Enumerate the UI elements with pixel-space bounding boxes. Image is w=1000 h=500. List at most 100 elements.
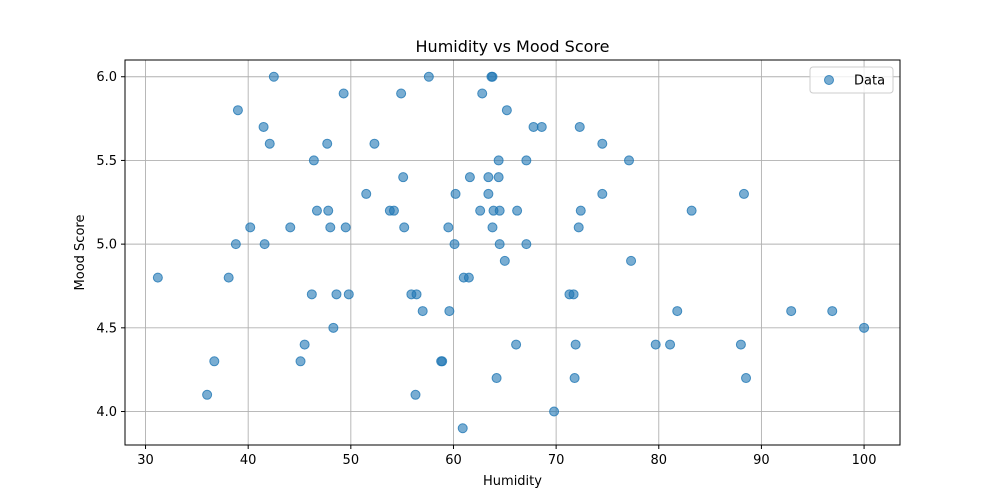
data-point (464, 172, 475, 183)
data-point (423, 71, 434, 82)
data-point (494, 239, 505, 250)
x-tick-label: 30 (137, 453, 154, 468)
data-point (575, 205, 586, 216)
data-point (487, 222, 498, 233)
x-tick-label: 80 (651, 453, 668, 468)
data-point (230, 239, 241, 250)
x-tick-label: 100 (852, 453, 877, 468)
axis-ticks: 30 40 50 60 70 80 90 100 4.0 4.5 5.0 5.5 6.0 (96, 70, 876, 468)
data-point (202, 389, 213, 400)
data-point (569, 373, 580, 384)
data-point (322, 138, 333, 149)
data-point (398, 172, 409, 183)
data-point (259, 239, 270, 250)
data-point (483, 188, 494, 199)
data-point (483, 172, 494, 183)
data-point (521, 239, 532, 250)
data-point (626, 255, 637, 266)
data-point (443, 222, 454, 233)
data-point (411, 289, 422, 300)
data-point (493, 172, 504, 183)
data-point (325, 222, 336, 233)
data-point (299, 339, 310, 350)
data-point (232, 105, 243, 116)
data-point (343, 289, 354, 300)
data-point (528, 121, 539, 132)
data-point (323, 205, 334, 216)
data-point (487, 71, 498, 82)
data-point (741, 373, 752, 384)
x-tick-label: 50 (343, 453, 360, 468)
data-point (264, 138, 275, 149)
data-point (570, 339, 581, 350)
data-point (417, 306, 428, 317)
y-tick-label: 4.0 (96, 405, 117, 420)
data-point (859, 322, 870, 333)
data-point (735, 339, 746, 350)
data-point (499, 255, 510, 266)
data-point (444, 306, 455, 317)
x-tick-label: 60 (445, 453, 462, 468)
data-point (245, 222, 256, 233)
data-point (258, 121, 269, 132)
legend-marker (824, 75, 834, 85)
data-point (396, 88, 407, 99)
x-tick-label: 70 (548, 453, 565, 468)
data-point (223, 272, 234, 283)
data-point (738, 188, 749, 199)
chart-title: Humidity vs Mood Score (416, 37, 610, 56)
data-point (568, 289, 579, 300)
data-point (521, 155, 532, 166)
data-point (340, 222, 351, 233)
data-points (152, 71, 870, 434)
data-point (306, 289, 317, 300)
legend-label: Data (854, 74, 885, 89)
data-point (494, 205, 505, 216)
data-point (268, 71, 279, 82)
data-point (475, 205, 486, 216)
data-point (361, 188, 372, 199)
y-tick-label: 4.5 (96, 321, 117, 336)
data-point (597, 188, 608, 199)
data-point (369, 138, 380, 149)
data-point (450, 188, 461, 199)
grid-lines (125, 60, 900, 445)
data-point (493, 155, 504, 166)
x-tick-label: 40 (240, 453, 257, 468)
data-point (686, 205, 697, 216)
data-point (491, 373, 502, 384)
data-point (511, 339, 522, 350)
data-point (410, 389, 421, 400)
data-point (311, 205, 322, 216)
data-point (597, 138, 608, 149)
data-point (399, 222, 410, 233)
data-point (672, 306, 683, 317)
data-point (285, 222, 296, 233)
y-axis-label: Mood Score (73, 215, 88, 291)
data-point (338, 88, 349, 99)
data-point (295, 356, 306, 367)
data-point (331, 289, 342, 300)
x-tick-label: 90 (753, 453, 770, 468)
data-point (512, 205, 523, 216)
data-point (477, 88, 488, 99)
y-tick-label: 5.0 (96, 238, 117, 253)
data-point (574, 121, 585, 132)
data-point (463, 272, 474, 283)
x-axis-label: Humidity (483, 474, 542, 489)
data-point (827, 306, 838, 317)
data-point (328, 322, 339, 333)
data-point (209, 356, 220, 367)
data-point (308, 155, 319, 166)
data-point (449, 239, 460, 250)
legend-box (809, 66, 894, 94)
data-point (786, 306, 797, 317)
data-point (573, 222, 584, 233)
data-point (388, 205, 399, 216)
data-point (501, 105, 512, 116)
plot-frame (124, 59, 901, 446)
data-point (437, 356, 448, 367)
data-point (457, 423, 468, 434)
data-point (650, 339, 661, 350)
